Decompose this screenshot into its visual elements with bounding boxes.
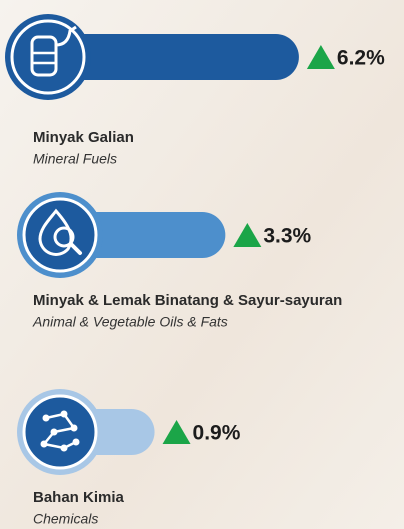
bar [48, 34, 299, 80]
icon [40, 410, 80, 452]
increase-marker [233, 223, 262, 247]
icon-pump [55, 25, 77, 47]
icon-atom [42, 414, 50, 422]
icon-barrel [30, 35, 58, 77]
icon-lens [53, 226, 75, 248]
increase-marker [306, 45, 335, 69]
category-translation: Chemicals [33, 511, 98, 527]
chart: 6.2% Minyak Galian Mineral Fuels 3.3% Minyak… [5, 14, 385, 527]
icon-drop [38, 208, 73, 256]
icon-atom [60, 444, 68, 452]
value-label: 3.3% [263, 225, 311, 248]
icon-atom [70, 424, 78, 432]
icon-atom [60, 410, 68, 418]
category-translation: Animal & Vegetable Oils & Fats [32, 314, 228, 330]
category-label: Bahan Kimia [33, 489, 125, 506]
icon-atom [40, 440, 48, 448]
icon-handle [69, 242, 82, 255]
category-label: Minyak Galian [33, 129, 134, 146]
icon-atom [72, 438, 80, 446]
category-label: Minyak & Lemak Binatang & Sayur-sayuran [33, 292, 342, 309]
increase-marker [162, 420, 191, 444]
icon-inner [10, 19, 86, 95]
category-translation: Mineral Fuels [33, 151, 117, 167]
value-label: 6.2% [337, 47, 385, 70]
value-label: 0.9% [193, 422, 241, 445]
icon-atom [50, 428, 58, 436]
icon [38, 208, 82, 256]
icon [30, 25, 77, 77]
icon-inner [22, 197, 98, 273]
